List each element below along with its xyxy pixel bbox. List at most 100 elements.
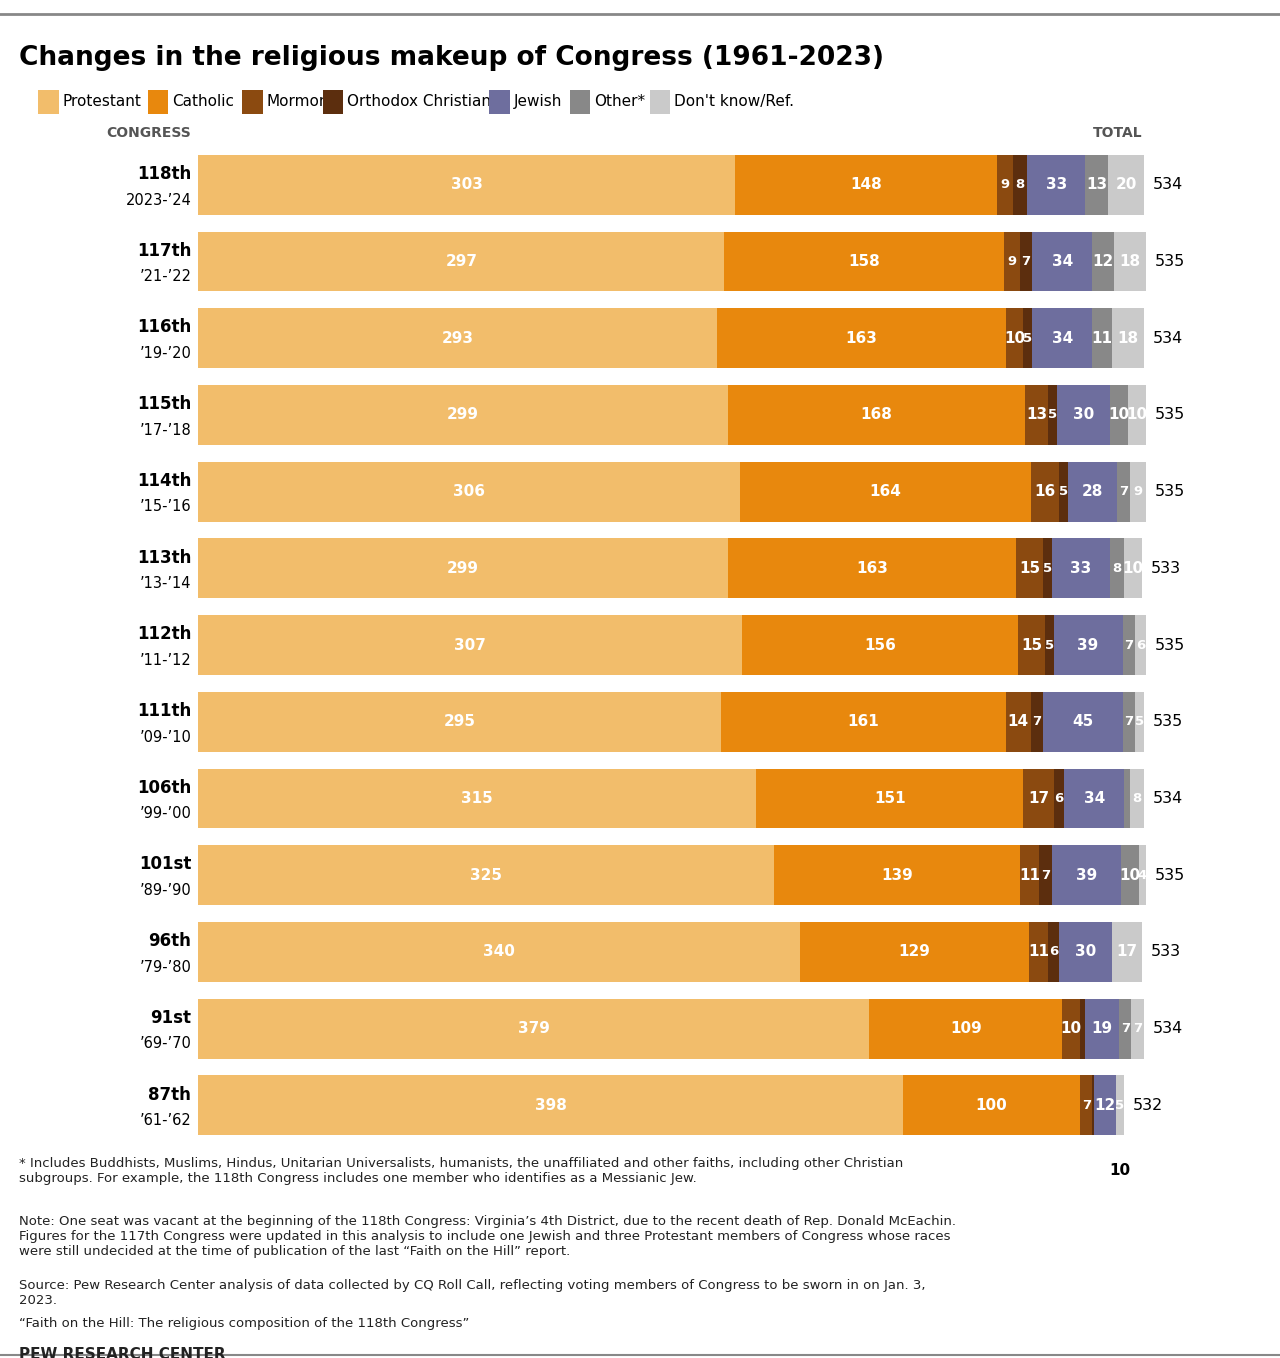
Bar [1119,998,1132,1058]
Text: Note: One seat was vacant at the beginning of the 118th Congress: Virginia’s 4th: Note: One seat was vacant at the beginni… [19,1215,956,1259]
Bar [1108,155,1144,215]
Bar [1059,922,1112,982]
Bar [1123,691,1135,752]
Text: ’79-’80: ’79-’80 [140,960,191,975]
Bar [1135,691,1144,752]
Text: 112th: 112th [137,625,191,644]
Text: ’69-’70: ’69-’70 [140,1036,191,1051]
Text: ’21-’22: ’21-’22 [140,269,191,284]
Bar [1093,308,1112,368]
Bar [1053,615,1123,675]
Text: 535: 535 [1155,485,1185,500]
Text: Protestant: Protestant [63,94,142,110]
Text: 315: 315 [461,790,493,805]
Text: 96th: 96th [148,932,191,951]
Text: 114th: 114th [137,471,191,490]
Text: 16: 16 [1034,485,1055,500]
Text: 534: 534 [1153,1021,1183,1036]
Text: ’19-’20: ’19-’20 [140,346,191,361]
Text: 398: 398 [535,1097,567,1112]
Bar [1030,462,1059,521]
Bar [1052,845,1121,904]
Text: 7: 7 [1124,716,1133,728]
Text: 116th: 116th [137,319,191,337]
Bar [1020,232,1032,292]
Bar [1059,462,1068,521]
Text: 7: 7 [1021,255,1030,268]
Text: 168: 168 [860,407,892,422]
Bar [1085,998,1119,1058]
Bar [198,308,717,368]
Bar [198,232,724,292]
Text: Other*: Other* [594,94,645,110]
Bar [1018,615,1044,675]
Bar [724,232,1004,292]
Text: 17: 17 [1116,944,1138,959]
Text: 6: 6 [1135,638,1144,652]
Text: 13: 13 [1087,178,1107,193]
Text: 5: 5 [1023,331,1033,345]
Text: ’61-’62: ’61-’62 [140,1114,191,1128]
Text: 307: 307 [454,637,486,653]
Bar [1130,462,1146,521]
Text: 17: 17 [1028,790,1050,805]
Text: 7: 7 [1121,1023,1130,1035]
Text: 30: 30 [1075,944,1096,959]
Text: 7: 7 [1041,869,1050,881]
Bar [1115,1076,1124,1135]
Text: ’89-’90: ’89-’90 [140,883,191,898]
Bar [198,769,756,828]
Text: * Includes Buddhists, Muslims, Hindus, Unitarian Universalists, humanists, the u: * Includes Buddhists, Muslims, Hindus, U… [19,1157,904,1186]
Text: 325: 325 [470,868,502,883]
Text: 535: 535 [1155,407,1185,422]
Text: 33: 33 [1070,561,1092,576]
Text: 11: 11 [1028,944,1050,959]
Text: 10: 10 [1061,1021,1082,1036]
Text: 534: 534 [1153,790,1183,805]
Text: “Faith on the Hill: The religious composition of the 118th Congress”: “Faith on the Hill: The religious compos… [19,1317,470,1331]
Text: 100: 100 [975,1097,1007,1112]
Bar [1112,308,1144,368]
Text: 10: 10 [1108,407,1130,422]
Text: 7: 7 [1124,638,1133,652]
Text: 18: 18 [1117,331,1138,346]
Bar [1048,386,1057,445]
Text: Mormon: Mormon [266,94,329,110]
Text: 156: 156 [864,637,896,653]
Text: 7: 7 [1133,1023,1142,1035]
Text: 34: 34 [1084,790,1105,805]
Bar [740,462,1030,521]
Bar [198,538,728,599]
Bar [198,462,740,521]
Bar [1024,769,1053,828]
Bar [1006,308,1024,368]
Text: 13: 13 [1027,407,1047,422]
Bar [1064,769,1124,828]
Text: 163: 163 [856,561,888,576]
Text: CONGRESS: CONGRESS [106,126,191,140]
Text: 139: 139 [881,868,913,883]
Text: 5: 5 [1048,409,1057,421]
Text: 45: 45 [1073,714,1093,729]
Bar [1080,998,1085,1058]
Bar [1132,998,1144,1058]
Bar [198,1076,904,1135]
Bar [1093,232,1114,292]
Bar [1114,232,1146,292]
Text: 19: 19 [1092,1021,1112,1036]
Text: 5: 5 [1115,1099,1125,1112]
Text: 151: 151 [874,790,905,805]
Text: 39: 39 [1075,868,1097,883]
Bar [1117,462,1130,521]
Bar [1043,538,1052,599]
Bar [1052,538,1110,599]
Text: 34: 34 [1052,254,1073,269]
Text: 30: 30 [1073,407,1094,422]
Text: 148: 148 [850,178,882,193]
Bar [800,922,1029,982]
Text: 164: 164 [869,485,901,500]
Text: ’99-’00: ’99-’00 [140,807,191,822]
Text: Catholic: Catholic [172,94,234,110]
Bar [198,922,800,982]
Text: 340: 340 [484,944,516,959]
